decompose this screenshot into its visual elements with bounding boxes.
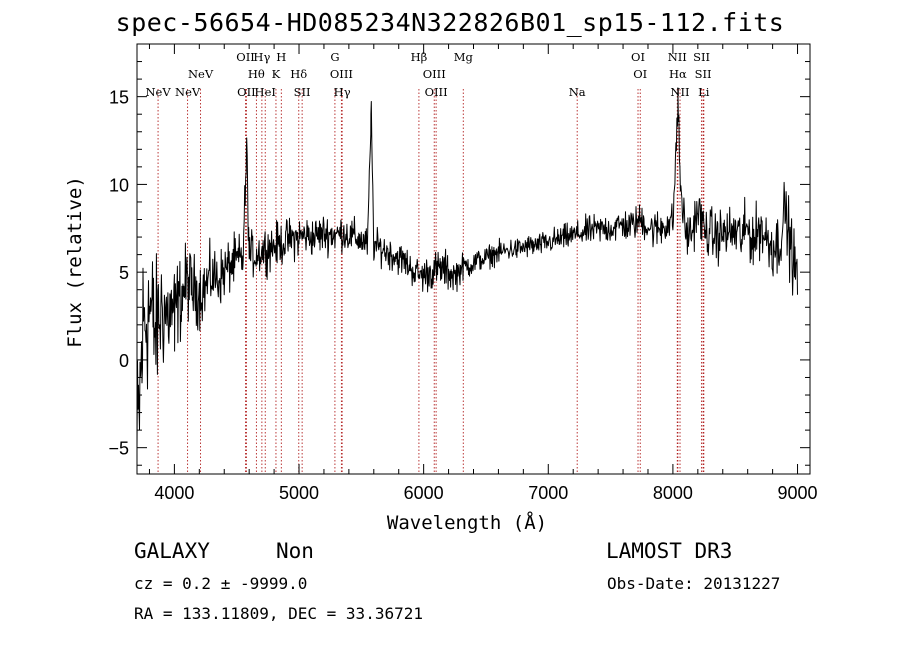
subclass-label: Non [276,539,314,563]
line-marker-label: NII [668,50,687,64]
line-marker-label: G [330,50,339,64]
y-tick-label: 15 [109,88,129,108]
marker-labels: NeV NeV NeV OII OII Hθ Hγ HeI KH Hδ SII G OIII Hγ Hβ OI… [145,50,711,99]
axis-ticks: 4000 5000 6000 7000 8000 9000 −5 0 5 10 15 [108,44,818,503]
line-marker-label: Hθ [248,67,265,81]
line-marker-label: HeI [255,85,276,99]
series-layer [136,87,798,448]
survey-label: LAMOST DR3 [606,539,733,563]
line-marker-label: SII [693,50,710,64]
line-marker-label: OIII [423,67,446,81]
line-marker-label: Na [569,85,586,99]
y-axis-label: Flux (relative) [64,176,86,348]
line-marker-label: Mg [454,50,474,64]
line-marker-label: OII [237,85,256,99]
redshift-label: cz = 0.2 ± -9999.0 [134,574,308,593]
line-marker-label: NeV [175,85,201,99]
line-marker-label: NeV [145,85,171,99]
classification-label: GALAXY [134,539,210,563]
line-marker-label: Hγ [253,50,270,64]
x-tick-label: 5000 [279,483,319,503]
obs-date-label: Obs-Date: 20131227 [607,574,781,593]
line-marker-label: OIII [425,85,448,99]
y-tick-label: 10 [109,175,129,195]
y-tick-label: −5 [108,439,129,459]
line-marker-label: Hβ [411,50,428,64]
spectrum-line [136,87,798,448]
line-marker-label: NII [670,85,689,99]
line-marker-label: SII [294,85,311,99]
x-tick-label: 8000 [653,483,693,503]
line-marker-label: OI [633,67,647,81]
line-marker-label: Hγ [334,85,351,99]
line-markers [157,89,705,474]
x-tick-label: 6000 [404,483,444,503]
line-marker-label: Hδ [290,67,307,81]
coordinates-label: RA = 133.11809, DEC = 33.36721 [134,604,423,623]
y-tick-label: 0 [119,351,129,371]
chart-title: spec-56654-HD085234N322826B01_sp15-112.f… [115,8,785,37]
line-marker-label: H [276,50,286,64]
x-tick-label: 4000 [154,483,194,503]
x-tick-label: 7000 [528,483,568,503]
line-marker-label: OIII [330,67,353,81]
line-marker-label: Li [698,85,710,99]
line-marker-label: K [272,67,281,81]
line-marker-label: OI [631,50,645,64]
y-tick-label: 5 [119,263,129,283]
line-marker-label: SII [695,67,712,81]
line-marker-label: OII [236,50,255,64]
x-tick-label: 9000 [778,483,818,503]
line-marker-label: NeV [188,67,214,81]
line-marker-label: Hα [669,67,687,81]
x-axis-label: Wavelength (Å) [387,511,547,534]
